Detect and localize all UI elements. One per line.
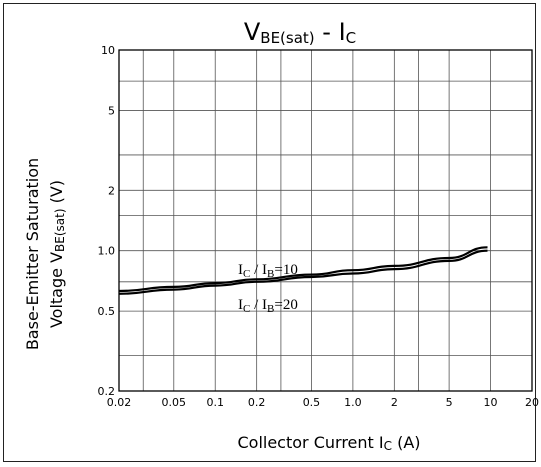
grid — [118, 49, 533, 392]
x-tick-label: 0.02 — [107, 396, 132, 409]
x-axis-label: Collector Current IC (A) — [237, 433, 420, 453]
x-tick-label: 10 — [484, 396, 498, 409]
y-axis-label: Base-Emitter Saturation Voltage VBE(sat)… — [23, 158, 67, 350]
series-label-ic-ib-10: IC / IB=10 — [238, 262, 298, 280]
x-tick-label: 0.5 — [303, 396, 321, 409]
series-line-2 — [118, 249, 488, 295]
series-layer — [118, 246, 488, 295]
x-tick-label: 1.0 — [344, 396, 362, 409]
y-tick-label: 10 — [101, 44, 115, 57]
y-tick-label: 1.0 — [98, 245, 116, 258]
plot-border — [118, 49, 533, 392]
x-tick-label: 0.2 — [248, 396, 266, 409]
y-tick-label: 0.5 — [98, 305, 116, 318]
x-tick-label: 5 — [446, 396, 453, 409]
y-tick-label: 5 — [108, 104, 115, 117]
x-tick-label: 20 — [525, 396, 539, 409]
x-tick-label: 0.05 — [162, 396, 187, 409]
y-tick-label: 2 — [108, 184, 115, 197]
chart-frame — [3, 3, 536, 462]
series-label-ic-ib-20: IC / IB=20 — [238, 297, 298, 315]
tick-labels: 0.02 0.05 0.1 0.2 0.5 1.0 2 5 10 20 0.2 0.5 1.0 2 5 10 — [98, 44, 540, 409]
series-line-1 — [118, 246, 488, 293]
y-tick-label: 0.2 — [98, 385, 116, 398]
x-tick-label: 0.1 — [206, 396, 224, 409]
chart-title: VBE(sat) - IC — [244, 18, 356, 47]
x-tick-label: 2 — [391, 396, 398, 409]
y-axis-label-line2: Voltage VBE(sat) (V) — [47, 180, 67, 328]
y-axis-label-line1: Base-Emitter Saturation — [23, 158, 42, 350]
